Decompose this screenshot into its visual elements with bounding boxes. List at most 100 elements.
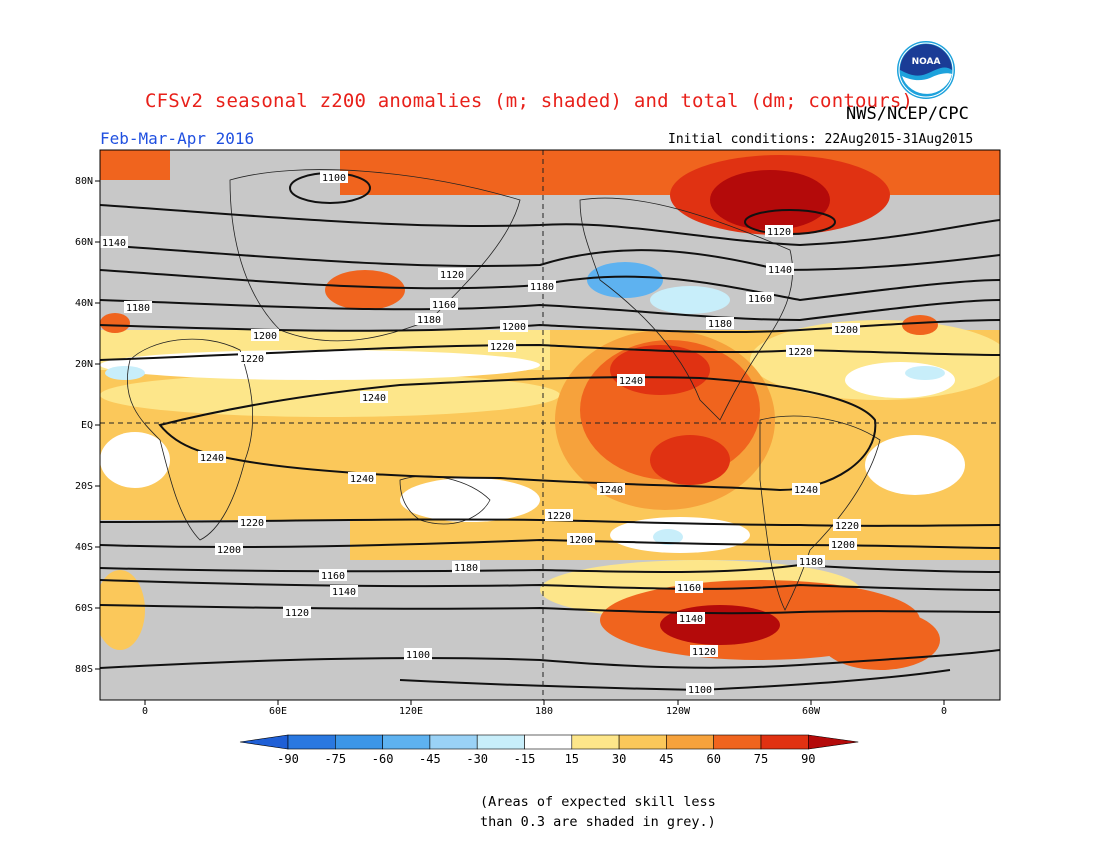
colorbar-segment	[429, 734, 478, 750]
lat-tick: 40S	[75, 542, 100, 553]
contour-label: 1140	[766, 263, 794, 276]
lon-tick: 120E	[399, 700, 423, 717]
svg-text:1180: 1180	[708, 319, 732, 330]
colorbar-label: 90	[801, 752, 815, 766]
svg-text:60E: 60E	[269, 706, 287, 717]
contour-label: 1100	[320, 171, 348, 184]
skill-note-line: than 0.3 are shaded in grey.)	[480, 814, 716, 830]
svg-text:1240: 1240	[362, 393, 386, 404]
contour-label: 1180	[706, 317, 734, 330]
lat-tick: 80N	[75, 176, 100, 187]
svg-text:1160: 1160	[432, 300, 456, 311]
neutral-band	[100, 350, 540, 380]
colorbar-label: -15	[514, 752, 536, 766]
lat-tick: 20N	[75, 359, 100, 370]
svg-text:NOAA: NOAA	[912, 57, 941, 67]
svg-text:1180: 1180	[126, 303, 150, 314]
colorbar-segment	[666, 734, 715, 750]
svg-text:1100: 1100	[406, 650, 430, 661]
svg-text:1120: 1120	[440, 270, 464, 281]
svg-text:1100: 1100	[322, 173, 346, 184]
svg-text:0: 0	[941, 706, 947, 717]
lon-tick: 60E	[269, 700, 287, 717]
contour-label: 1240	[617, 374, 645, 387]
contour-label: 1180	[452, 561, 480, 574]
lat-tick: EQ	[81, 420, 100, 431]
svg-text:20S: 20S	[75, 481, 93, 492]
svg-text:EQ: EQ	[81, 420, 93, 431]
svg-text:1160: 1160	[321, 571, 345, 582]
forecast-period: Feb-Mar-Apr 2016	[100, 129, 255, 148]
svg-text:60W: 60W	[802, 706, 821, 717]
svg-text:1240: 1240	[619, 376, 643, 387]
svg-text:1200: 1200	[834, 325, 858, 336]
contour-label: 1120	[690, 645, 718, 658]
contour-label: 1200	[500, 320, 528, 333]
colorbar-segment	[334, 734, 383, 750]
svg-text:1200: 1200	[502, 322, 526, 333]
colorbar-segment	[618, 734, 667, 750]
svg-text:1240: 1240	[599, 485, 623, 496]
contour-label: 1220	[833, 519, 861, 532]
svg-text:1220: 1220	[835, 521, 859, 532]
svg-text:1140: 1140	[679, 614, 703, 625]
svg-text:40N: 40N	[75, 298, 93, 309]
svg-text:1220: 1220	[490, 342, 514, 353]
contour-label: 1240	[360, 391, 388, 404]
svg-text:1240: 1240	[200, 453, 224, 464]
contour-label: 1120	[765, 225, 793, 238]
contour-label: 1100	[404, 648, 432, 661]
contour-label: 1180	[797, 555, 825, 568]
svg-text:1120: 1120	[285, 608, 309, 619]
colorbar-label: -30	[466, 752, 488, 766]
svg-text:80N: 80N	[75, 176, 93, 187]
contour-label: 1140	[677, 612, 705, 625]
lon-tick: 60W	[802, 700, 821, 717]
agency-label: NWS/NCEP/CPC	[846, 104, 969, 124]
contour-label: 1200	[215, 543, 243, 556]
lon-tick: 0	[142, 700, 148, 717]
colorbar-segment	[524, 734, 573, 750]
svg-text:1140: 1140	[332, 587, 356, 598]
colorbar-segment	[476, 734, 525, 750]
svg-text:1160: 1160	[677, 583, 701, 594]
lon-tick: 120W	[666, 700, 691, 717]
contour-label: 1240	[597, 483, 625, 496]
svg-text:1220: 1220	[547, 511, 571, 522]
svg-text:1100: 1100	[688, 685, 712, 696]
contour-label: 1120	[438, 268, 466, 281]
lon-tick: 0	[941, 700, 947, 717]
contour-label: 1140	[100, 236, 128, 249]
svg-text:1220: 1220	[240, 354, 264, 365]
colorbar-label: -45	[419, 752, 441, 766]
lat-tick: 80S	[75, 664, 100, 675]
arctic-positive-anomaly	[340, 150, 1000, 195]
lat-tick: 40N	[75, 298, 100, 309]
contour-label: 1160	[675, 581, 703, 594]
svg-text:80S: 80S	[75, 664, 93, 675]
colorbar-label: 60	[706, 752, 720, 766]
svg-text:1180: 1180	[417, 315, 441, 326]
svg-text:1140: 1140	[768, 265, 792, 276]
svg-text:1180: 1180	[799, 557, 823, 568]
contour-label: 1180	[124, 301, 152, 314]
colorbar-label: 45	[659, 752, 673, 766]
colorbar-label: -75	[324, 752, 346, 766]
lat-axis: 80N 60N 40N 20N EQ 20S 40S 60S 80S	[75, 176, 100, 675]
contour-label: 1120	[283, 606, 311, 619]
contour-label: 1200	[832, 323, 860, 336]
svg-text:1220: 1220	[788, 347, 812, 358]
skill-note: (Areas of expected skill less than 0.3 a…	[480, 792, 716, 832]
contour-label: 1140	[330, 585, 358, 598]
svg-text:0: 0	[142, 706, 148, 717]
contour-label: 1220	[545, 509, 573, 522]
svg-text:1240: 1240	[350, 474, 374, 485]
contour-label: 1100	[686, 683, 714, 696]
colorbar-segment	[571, 734, 620, 750]
lat-tick: 60N	[75, 237, 100, 248]
svg-text:20N: 20N	[75, 359, 93, 370]
contour-label: 1240	[792, 483, 820, 496]
chart-title: CFSv2 seasonal z200 anomalies (m; shaded…	[145, 90, 914, 112]
